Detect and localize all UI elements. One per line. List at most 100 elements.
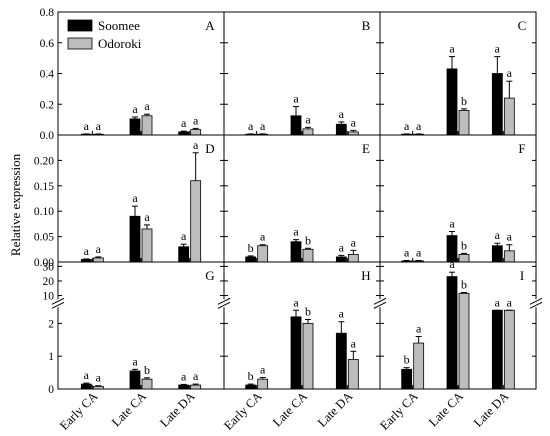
bar-soomee <box>446 276 458 390</box>
panel-letter: C <box>518 18 527 33</box>
significance-label: a <box>181 229 187 243</box>
significance-label: a <box>293 225 299 239</box>
axis-break-mark <box>529 297 543 305</box>
significance-label: b <box>404 353 410 367</box>
category-label: Early CA <box>377 389 421 433</box>
bar-odoroki <box>190 129 202 136</box>
y-tick-label: 0.0 <box>40 130 55 142</box>
bar-soomee <box>129 370 141 390</box>
category-label: Late DA <box>471 389 512 430</box>
significance-label: a <box>181 369 187 383</box>
y-tick-label: 0.10 <box>34 206 54 218</box>
bar-odoroki <box>190 384 202 390</box>
y-tick-label: 0.2 <box>40 99 55 111</box>
panel-letter: D <box>205 141 214 156</box>
axis-break-gap <box>530 299 542 308</box>
legend-label-odoroki: Odoroki <box>98 36 142 51</box>
axis-break-gap <box>374 299 386 308</box>
axis-break-mark <box>373 297 387 305</box>
significance-label: a <box>351 235 357 249</box>
panel-frame <box>379 134 537 263</box>
bar-soomee <box>491 73 503 136</box>
significance-label: a <box>96 119 102 133</box>
y-tick-label: 10 <box>43 291 55 303</box>
bar-odoroki <box>257 245 269 263</box>
bar-soomee <box>491 309 503 390</box>
bar-soomee <box>245 256 257 263</box>
significance-label: a <box>416 322 422 336</box>
category-label: Late DA <box>315 389 356 430</box>
panel-letter: G <box>205 268 214 283</box>
y-tick-label: 0.8 <box>40 7 55 19</box>
significance-label: a <box>144 99 150 113</box>
significance-label: a <box>96 242 102 256</box>
significance-label: a <box>293 295 299 309</box>
significance-label: a <box>305 112 311 126</box>
bar-soomee <box>290 115 302 136</box>
significance-label: a <box>132 354 138 368</box>
bar-odoroki <box>347 253 359 263</box>
significance-label: a <box>495 295 501 309</box>
bar-soomee <box>178 246 190 263</box>
category-label: Late CA <box>109 389 149 429</box>
bar-odoroki <box>302 128 314 136</box>
significance-label: a <box>416 245 422 259</box>
bar-odoroki <box>503 97 515 136</box>
bar-soomee <box>129 118 141 136</box>
bar-odoroki <box>458 253 470 263</box>
significance-label: a <box>84 368 90 382</box>
bar-odoroki <box>141 378 153 390</box>
category-label: Late CA <box>426 389 466 429</box>
significance-label: a <box>339 307 345 321</box>
y-tick-label: 0.15 <box>34 181 54 193</box>
significance-label: a <box>404 119 410 133</box>
axis-break-mark <box>51 301 65 309</box>
bar-odoroki <box>141 228 153 263</box>
axis-break-mark <box>529 301 543 309</box>
significance-label: a <box>339 240 345 254</box>
significance-label: a <box>495 42 501 56</box>
bar-odoroki <box>458 292 470 390</box>
bar-odoroki <box>141 115 153 136</box>
axis-break-mark <box>51 297 65 305</box>
y-tick-label: 0 <box>48 384 54 396</box>
significance-label: a <box>449 217 455 231</box>
panel-letter: A <box>205 18 215 33</box>
significance-label: a <box>339 107 345 121</box>
significance-label: b <box>248 369 254 383</box>
significance-label: a <box>507 230 513 244</box>
significance-label: b <box>305 304 311 318</box>
legend-label-soomee: Soomee <box>98 18 140 33</box>
significance-label: b <box>248 241 254 255</box>
significance-label: b <box>305 233 311 247</box>
significance-label: a <box>193 369 199 383</box>
legend: Soomee Odoroki <box>67 18 142 51</box>
bar-odoroki <box>503 250 515 263</box>
bar-odoroki <box>302 322 314 390</box>
bar-odoroki <box>257 378 269 390</box>
significance-label: a <box>96 371 102 385</box>
axis-break-mark <box>373 301 387 309</box>
bar-soomee <box>446 68 458 136</box>
significance-label: a <box>193 138 199 152</box>
significance-label: a <box>404 245 410 259</box>
y-tick-label: 1 <box>48 351 54 363</box>
significance-label: b <box>461 277 467 291</box>
bar-odoroki <box>92 257 104 263</box>
panel-frame <box>223 11 381 136</box>
significance-label: a <box>260 363 266 377</box>
bar-odoroki <box>458 110 470 136</box>
panel-letter: I <box>520 268 524 283</box>
panel-letter: H <box>361 268 370 283</box>
axis-break-mark <box>217 297 231 305</box>
significance-label: a <box>132 102 138 116</box>
significance-label: a <box>84 244 90 258</box>
bar-soomee <box>129 215 141 263</box>
